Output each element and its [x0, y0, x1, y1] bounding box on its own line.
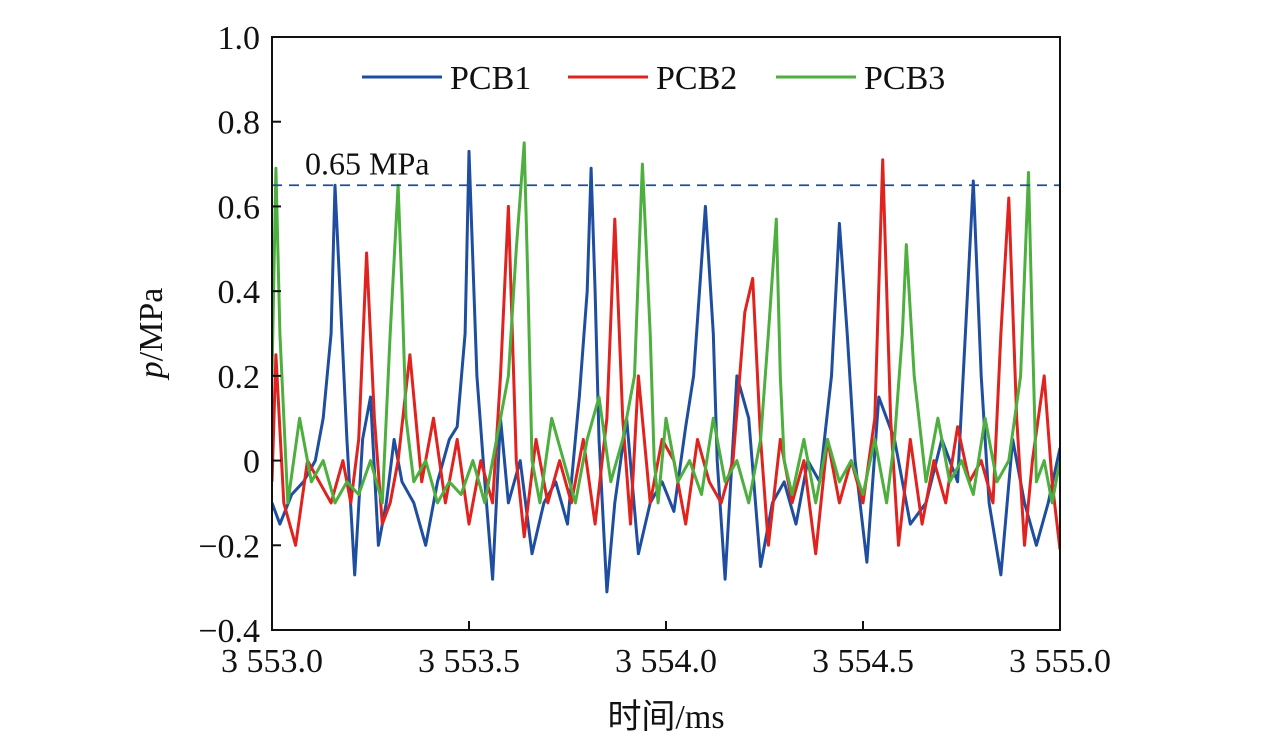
y-axis-title-unit: /MPa [133, 288, 170, 362]
x-tick-label: 3 555.0 [1009, 643, 1111, 680]
y-tick-label: 0.8 [218, 105, 261, 142]
y-tick-label: −0.4 [198, 613, 260, 650]
reference-line-layer: 0.65 MPa [272, 145, 1060, 187]
y-tick-label: −0.2 [198, 528, 260, 565]
x-axis-title: 时间/ms [607, 699, 724, 736]
y-tick-label: 1.0 [218, 20, 261, 57]
y-tick-label: 0.4 [218, 274, 261, 311]
series-layer [272, 141, 1060, 594]
legend-label-pcb2: PCB2 [656, 60, 737, 97]
x-tick-label: 3 553.0 [221, 643, 323, 680]
legend-label-pcb3: PCB3 [864, 60, 945, 97]
y-tick-label: 0.2 [218, 359, 261, 396]
y-tick-label: 0.6 [218, 189, 261, 226]
y-axis-title-italic: p [133, 361, 170, 380]
legend: PCB1 PCB2 PCB3 [362, 60, 945, 97]
x-tick-label: 3 554.0 [615, 643, 717, 680]
x-tick-label: 3 554.5 [812, 643, 914, 680]
series-line-pcb3 [272, 141, 1060, 505]
y-tick-label: 0 [243, 444, 260, 481]
series-line-pcb1 [272, 149, 1060, 594]
x-tick-label: 3 553.5 [418, 643, 520, 680]
y-axis-title: p/MPa [133, 288, 170, 381]
reference-line-label: 0.65 MPa [305, 145, 429, 181]
y-axis-ticks: −0.4 −0.2 0 0.2 0.4 0.6 0.8 1.0 [198, 20, 281, 650]
legend-label-pcb1: PCB1 [450, 60, 531, 97]
x-axis-ticks: 3 553.0 3 553.5 3 554.0 3 554.5 3 555.0 [221, 621, 1111, 680]
